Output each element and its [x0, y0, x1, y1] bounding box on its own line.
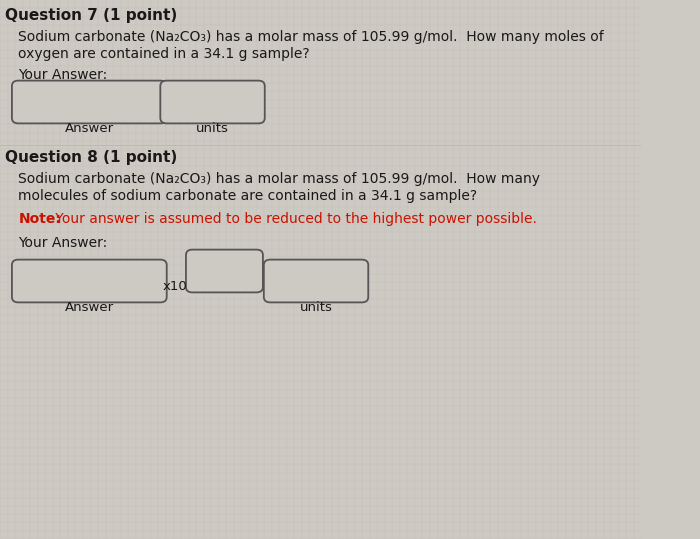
- Text: Question 7 (1 point): Question 7 (1 point): [5, 8, 177, 23]
- Text: Answer: Answer: [65, 301, 114, 314]
- FancyBboxPatch shape: [186, 250, 263, 292]
- Text: Sodium carbonate (Na₂CO₃) has a molar mass of 105.99 g/mol.  How many: Sodium carbonate (Na₂CO₃) has a molar ma…: [18, 172, 540, 186]
- Text: Your Answer:: Your Answer:: [18, 68, 108, 82]
- Text: units: units: [300, 301, 332, 314]
- Text: oxygen are contained in a 34.1 g sample?: oxygen are contained in a 34.1 g sample?: [18, 47, 310, 61]
- Text: Question 8 (1 point): Question 8 (1 point): [5, 150, 177, 165]
- Text: Your answer is assumed to be reduced to the highest power possible.: Your answer is assumed to be reduced to …: [51, 212, 537, 226]
- FancyBboxPatch shape: [12, 260, 167, 302]
- Text: molecules of sodium carbonate are contained in a 34.1 g sample?: molecules of sodium carbonate are contai…: [18, 189, 477, 203]
- Text: units: units: [196, 122, 229, 135]
- Text: Note:: Note:: [18, 212, 61, 226]
- Text: x10: x10: [162, 280, 187, 293]
- FancyBboxPatch shape: [12, 81, 167, 123]
- Text: Answer: Answer: [65, 122, 114, 135]
- Text: Your Answer:: Your Answer:: [18, 236, 108, 250]
- FancyBboxPatch shape: [160, 81, 265, 123]
- Text: Sodium carbonate (Na₂CO₃) has a molar mass of 105.99 g/mol.  How many moles of: Sodium carbonate (Na₂CO₃) has a molar ma…: [18, 30, 604, 44]
- FancyBboxPatch shape: [264, 260, 368, 302]
